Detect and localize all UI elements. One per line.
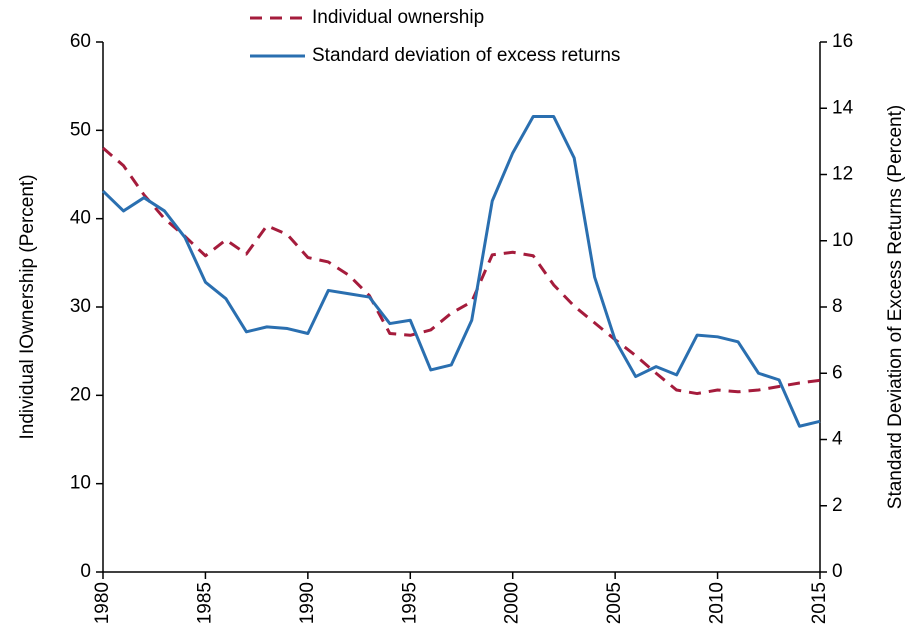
series-line bbox=[101, 115, 821, 428]
y2-tick-label: 12 bbox=[832, 164, 853, 185]
y2-tick-label: 16 bbox=[832, 31, 853, 52]
y2-tick-label: 4 bbox=[832, 429, 843, 450]
y-tick-label: 10 bbox=[70, 473, 91, 494]
x-tick-label: 2010 bbox=[707, 582, 728, 624]
x-tick-label: 1985 bbox=[194, 582, 215, 624]
y-tick-label: 50 bbox=[70, 119, 91, 140]
legend-label: Standard deviation of excess returns bbox=[312, 45, 620, 66]
y2-tick-label: 2 bbox=[832, 495, 843, 516]
x-tick-label: 2000 bbox=[502, 582, 523, 624]
y2-tick-label: 8 bbox=[832, 296, 843, 317]
y-tick-label: 40 bbox=[70, 208, 91, 229]
y2-tick-label: 14 bbox=[832, 97, 854, 118]
y-tick-label: 30 bbox=[70, 296, 91, 317]
x-tick-label: 1995 bbox=[399, 582, 420, 624]
y-tick-label: 20 bbox=[70, 384, 91, 405]
x-tick-label: 1990 bbox=[297, 582, 318, 624]
series-line bbox=[102, 146, 821, 396]
legend-label: Individual ownership bbox=[312, 7, 484, 28]
y2-tick-label: 0 bbox=[832, 561, 843, 582]
y2-tick-label: 10 bbox=[832, 230, 853, 251]
y-tick-label: 0 bbox=[80, 561, 91, 582]
x-tick-label: 2005 bbox=[604, 582, 625, 624]
x-tick-label: 1980 bbox=[92, 582, 113, 624]
y-axis-label: Individual IOwnership (Percent) bbox=[17, 174, 38, 439]
y-tick-label: 60 bbox=[70, 31, 91, 52]
y2-axis-label: Standard Deviation of Excess Returns (Pe… bbox=[885, 105, 906, 509]
x-tick-label: 2015 bbox=[809, 582, 830, 624]
y2-tick-label: 6 bbox=[832, 362, 843, 383]
